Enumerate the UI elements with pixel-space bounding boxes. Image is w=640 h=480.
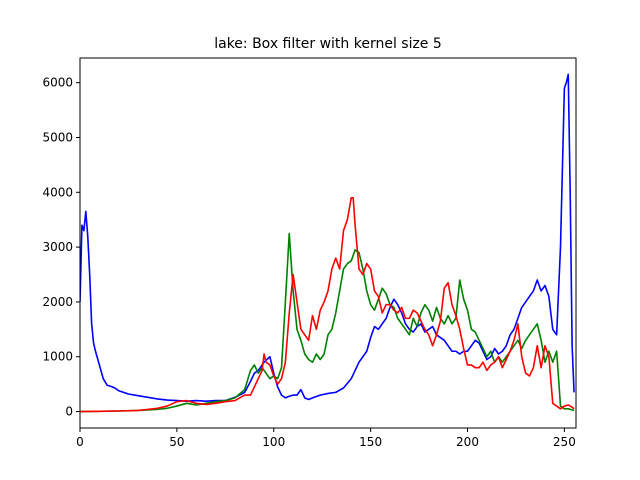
y-tick-label: 4000 <box>42 185 73 199</box>
x-tick-label: 50 <box>169 435 184 449</box>
series-line-1 <box>80 232 575 413</box>
x-tick-label: 0 <box>76 435 84 449</box>
axes-frame <box>79 57 577 429</box>
y-tick-label: 0 <box>65 405 73 419</box>
x-tick-label: 100 <box>262 435 285 449</box>
axes-layer: 0 50 100 150 200 250 0 1000 2000 3000 4000 5000 6000 <box>42 57 577 449</box>
y-tick-label: 5000 <box>42 130 73 144</box>
chart-title: lake: Box filter with kernel size 5 <box>214 36 442 52</box>
x-tick-label: 150 <box>359 435 382 449</box>
x-tick-label: 200 <box>456 435 479 449</box>
series-line-2 <box>80 196 575 413</box>
y-tick-label: 3000 <box>42 240 73 254</box>
series-line-0 <box>80 73 575 402</box>
y-tick-label: 6000 <box>42 76 73 90</box>
x-tick-label: 250 <box>553 435 576 449</box>
series-layer <box>80 73 575 413</box>
y-tick-label: 1000 <box>42 350 73 364</box>
y-tick-label: 2000 <box>42 295 73 309</box>
